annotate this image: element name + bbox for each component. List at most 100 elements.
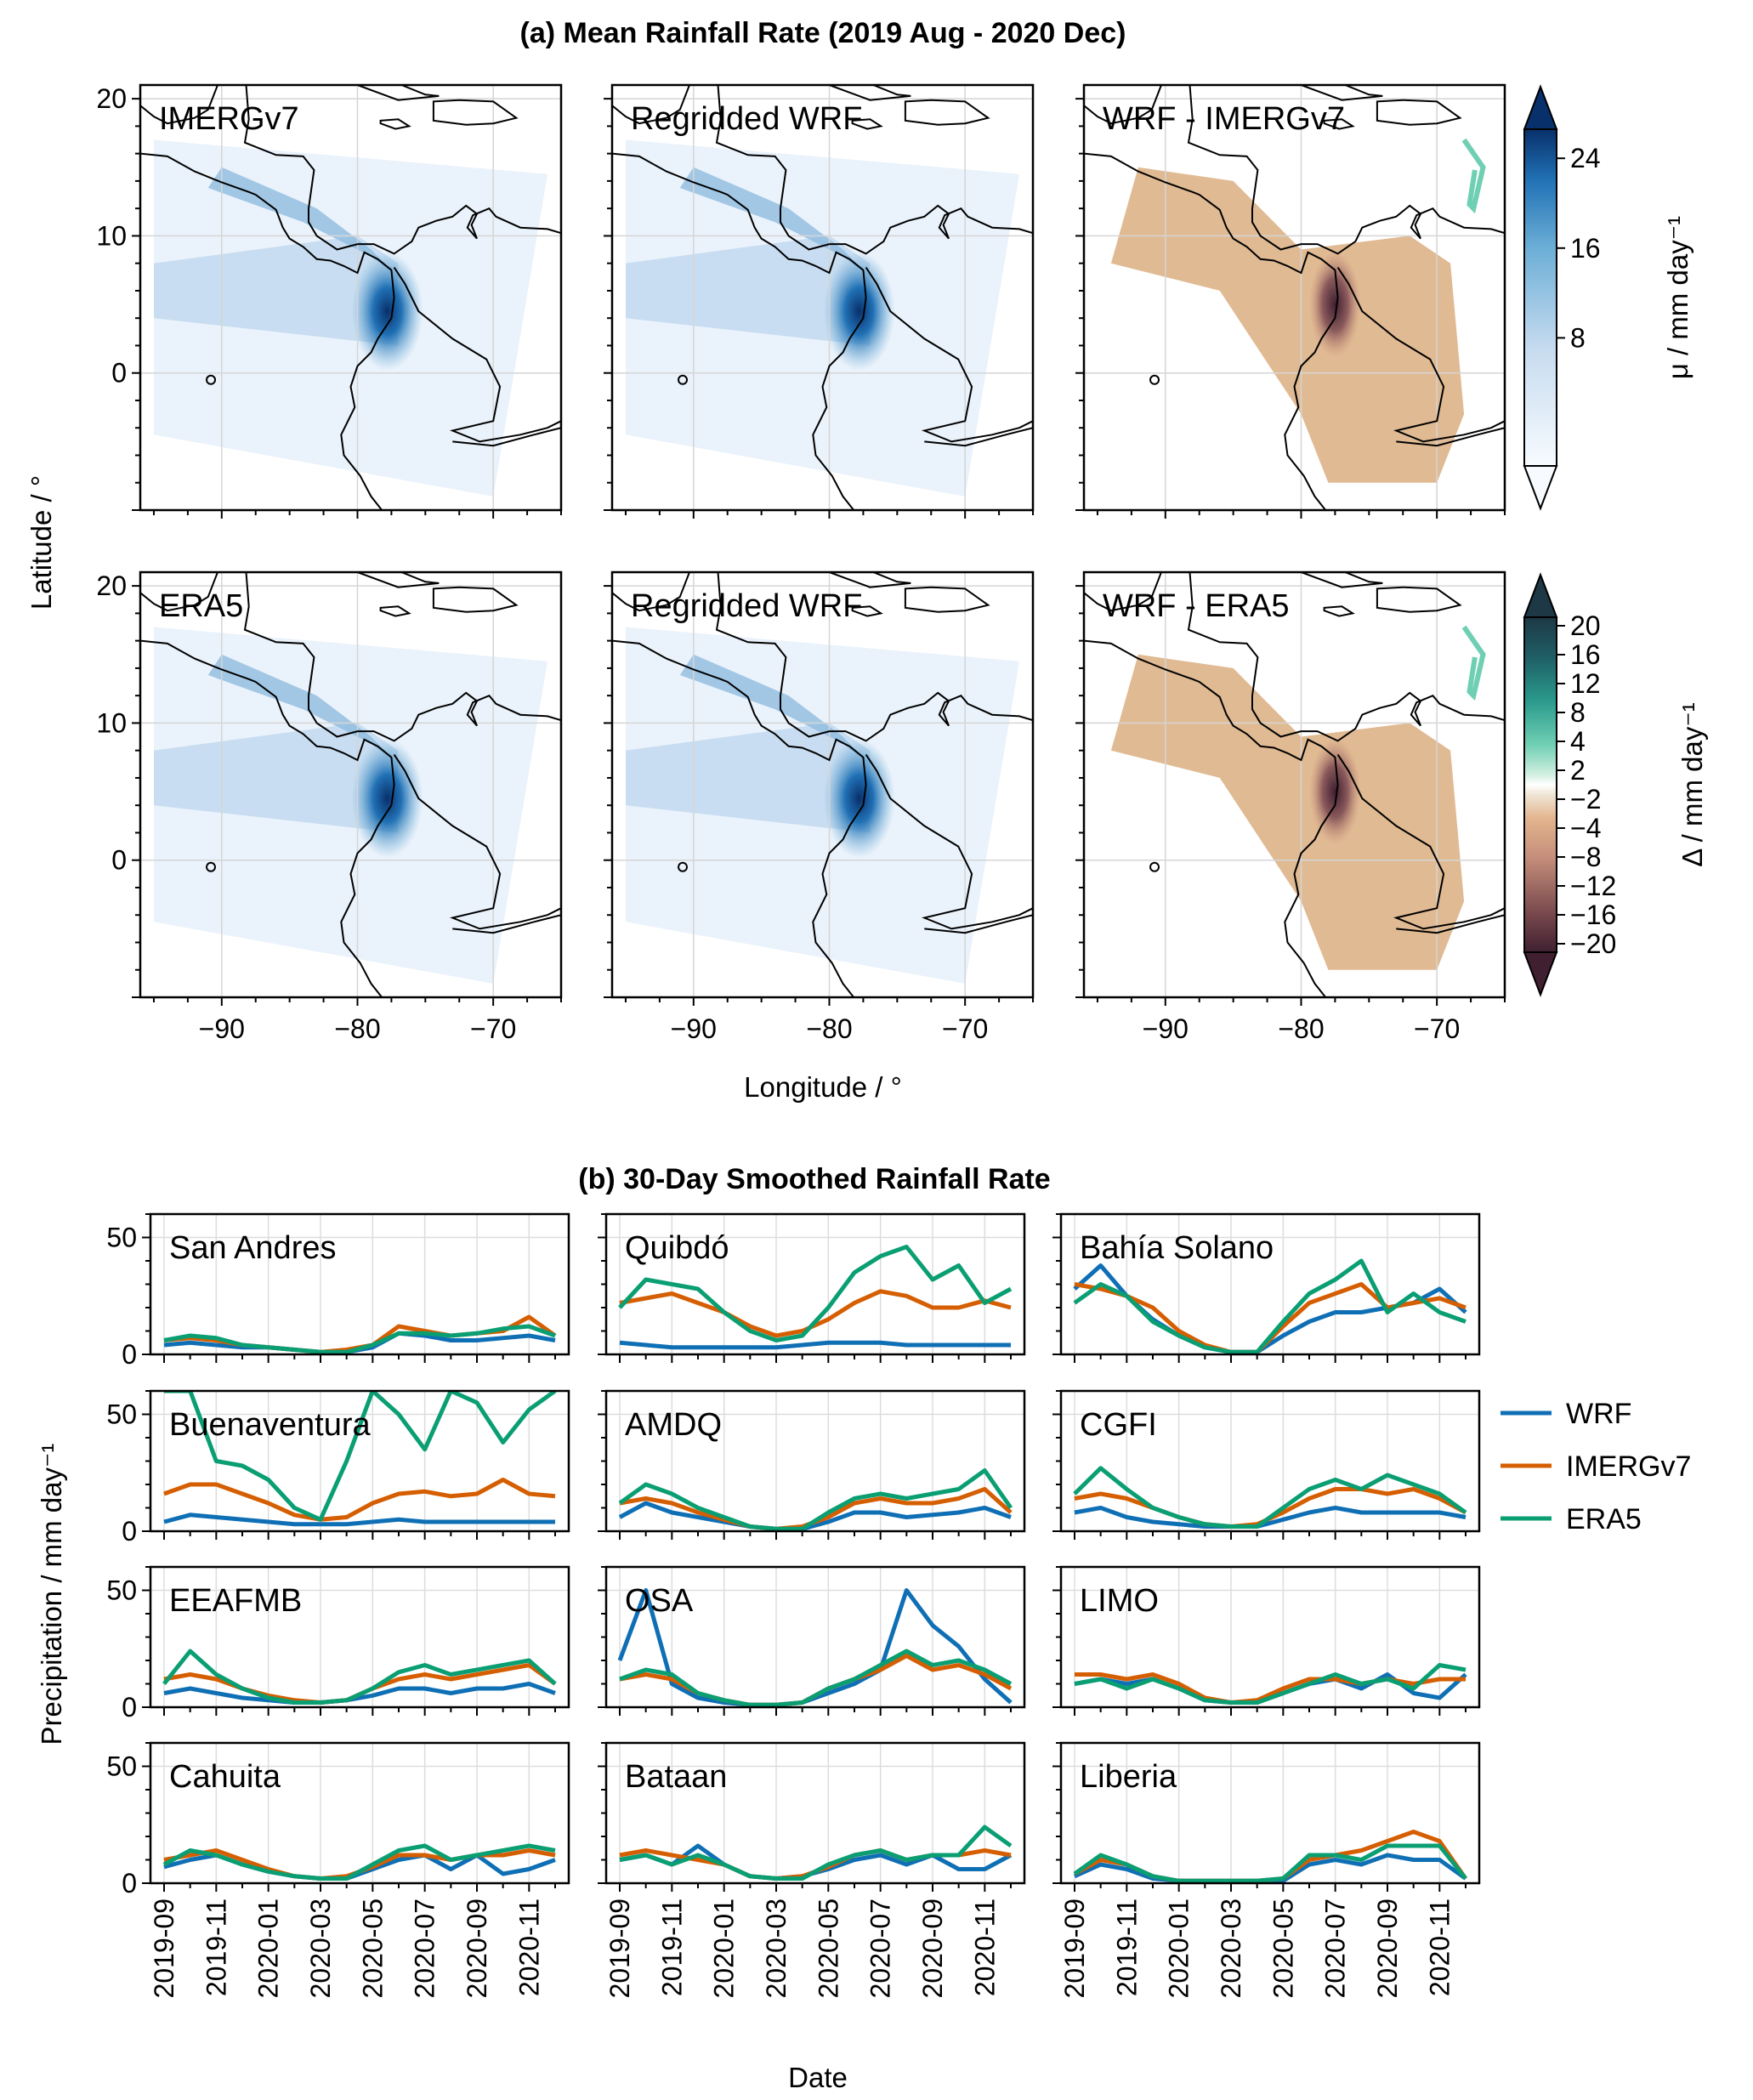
y-tick-label: 0: [111, 845, 127, 876]
station-label: Quibdó: [625, 1230, 729, 1266]
series-group: [617, 1588, 1013, 1707]
series-group: [1073, 1830, 1468, 1883]
coastline: [452, 914, 561, 934]
dry-bias-field: [1110, 167, 1465, 483]
bias-maximum: [1309, 739, 1361, 845]
x-tick-label: 2020-07: [1320, 1899, 1351, 1998]
coastline: [715, 85, 1033, 255]
map-panel: −90 −80 −70 WRF - ERA5: [1075, 570, 1506, 1044]
y-tick-label: 0: [122, 1339, 137, 1370]
y-tick-label: 20: [96, 570, 127, 601]
colorbar-extend-bottom: [1523, 951, 1558, 997]
island-outline: [761, 85, 911, 101]
y-tick-label: 10: [96, 707, 127, 738]
x-tick-label: 2020-05: [813, 1899, 843, 1998]
colorbar-label: Δ / mm day⁻¹: [1676, 702, 1708, 867]
x-tick-label: −70: [470, 1013, 516, 1044]
series-line-era5: [162, 1843, 556, 1881]
series-line-era5: [163, 1324, 556, 1354]
series-line-era5: [619, 1825, 1013, 1881]
panel-label: Regridded WRF: [631, 101, 862, 137]
series-group: [1073, 1258, 1467, 1354]
coastline: [1084, 152, 1339, 510]
station-label: AMDQ: [625, 1407, 722, 1443]
rain-maximum: [823, 739, 895, 859]
edge-wet-bias: [1461, 138, 1486, 214]
timeseries-section-title: (b) 30-Day Smoothed Rainfall Rate: [578, 1163, 1050, 1195]
x-tick-label: 2020-09: [917, 1899, 948, 1998]
station-label: CGFI: [1080, 1407, 1157, 1443]
x-tick-label: −70: [942, 1013, 988, 1044]
x-tick-label: 2020-03: [305, 1899, 336, 1998]
coastline: [1084, 85, 1162, 125]
series-line-era5: [1073, 1258, 1467, 1354]
island-outline: [904, 586, 990, 613]
coastline: [393, 753, 561, 930]
x-tick-label: 2020-05: [1268, 1899, 1298, 1998]
coastline: [140, 85, 218, 125]
station-label: Bataan: [625, 1759, 727, 1795]
galapagos-outline: [678, 374, 689, 385]
x-tick-label: 2019-11: [1111, 1899, 1142, 1996]
island-outline: [1233, 85, 1383, 101]
coastline: [865, 753, 1033, 930]
galapagos-outline: [206, 861, 217, 872]
colorbar-tick-label: 24: [1570, 143, 1601, 173]
x-tick-label: 2020-01: [1164, 1899, 1194, 1998]
y-tick-label: 0: [122, 1516, 137, 1547]
coastline: [1336, 266, 1505, 443]
coastline: [1396, 427, 1505, 447]
coastline: [924, 427, 1033, 447]
island-outline: [1376, 586, 1462, 613]
panel-frame: [139, 83, 563, 512]
colorbar-tick-label: −12: [1570, 871, 1616, 901]
colorbar-extend-top: [1523, 572, 1558, 618]
panel-label: Regridded WRF: [631, 588, 862, 624]
x-tick-label: 2020-09: [1372, 1899, 1403, 1998]
series-line-era5: [1073, 1843, 1467, 1883]
x-tick-label: 2020-05: [357, 1899, 388, 1998]
map-panel: −90 −80 −70 Regridded WRF: [604, 570, 1035, 1044]
series-line-era5: [618, 1468, 1013, 1531]
island-outline: [1233, 572, 1383, 588]
panel-label: ERA5: [159, 588, 243, 624]
coastline: [393, 266, 561, 443]
timeseries-panel: 50 0 Buenaventura: [106, 1389, 570, 1547]
series-group: [162, 1843, 556, 1881]
coastline: [140, 572, 218, 612]
panel-frame: [139, 570, 563, 999]
map-field: [1084, 85, 1505, 510]
timeseries-panel: CGFI: [1052, 1389, 1481, 1540]
x-tick-label: −80: [334, 1013, 380, 1044]
y-tick-label: 0: [122, 1868, 137, 1899]
series-group: [1074, 1663, 1467, 1705]
series-line-imergv7: [619, 1289, 1012, 1338]
colorbar-tick-label: −4: [1570, 813, 1601, 843]
map-panel: Regridded WRF: [604, 83, 1035, 519]
series-line-wrf: [1074, 1506, 1467, 1529]
station-label: Buenaventura: [169, 1407, 371, 1443]
legend: WRF IMERGv7 ERA5: [1501, 1398, 1691, 1535]
timeseries-panel: Bahía Solano: [1052, 1212, 1481, 1363]
map-panels: 20 10 0 IMERGv7 Regridded WRF WRF - IMERGv7 20…: [96, 83, 1506, 1044]
rain-maximum: [351, 252, 423, 372]
colorbar-tick-label: −20: [1570, 928, 1616, 959]
island-outline: [379, 605, 411, 617]
island-outline: [904, 99, 990, 126]
series-group: [618, 1245, 1013, 1350]
series-line-era5: [162, 1649, 557, 1705]
station-label: San Andres: [169, 1230, 336, 1266]
series-line-wrf: [163, 1682, 556, 1705]
panel-frame: [1082, 83, 1506, 512]
coastline: [612, 85, 690, 125]
edge-wet-bias: [1461, 625, 1486, 701]
series-line-imergv7: [163, 1478, 556, 1522]
series-line-era5: [164, 1391, 557, 1522]
island-outline: [761, 572, 911, 588]
island-outline: [851, 605, 883, 617]
map-section-title: (a) Mean Rainfall Rate (2019 Aug - 2020 …: [520, 17, 1126, 49]
x-tick-label: 2020-07: [410, 1899, 440, 1998]
legend-label: ERA5: [1566, 1503, 1642, 1535]
timeseries-panel: Quibdó: [598, 1212, 1026, 1363]
